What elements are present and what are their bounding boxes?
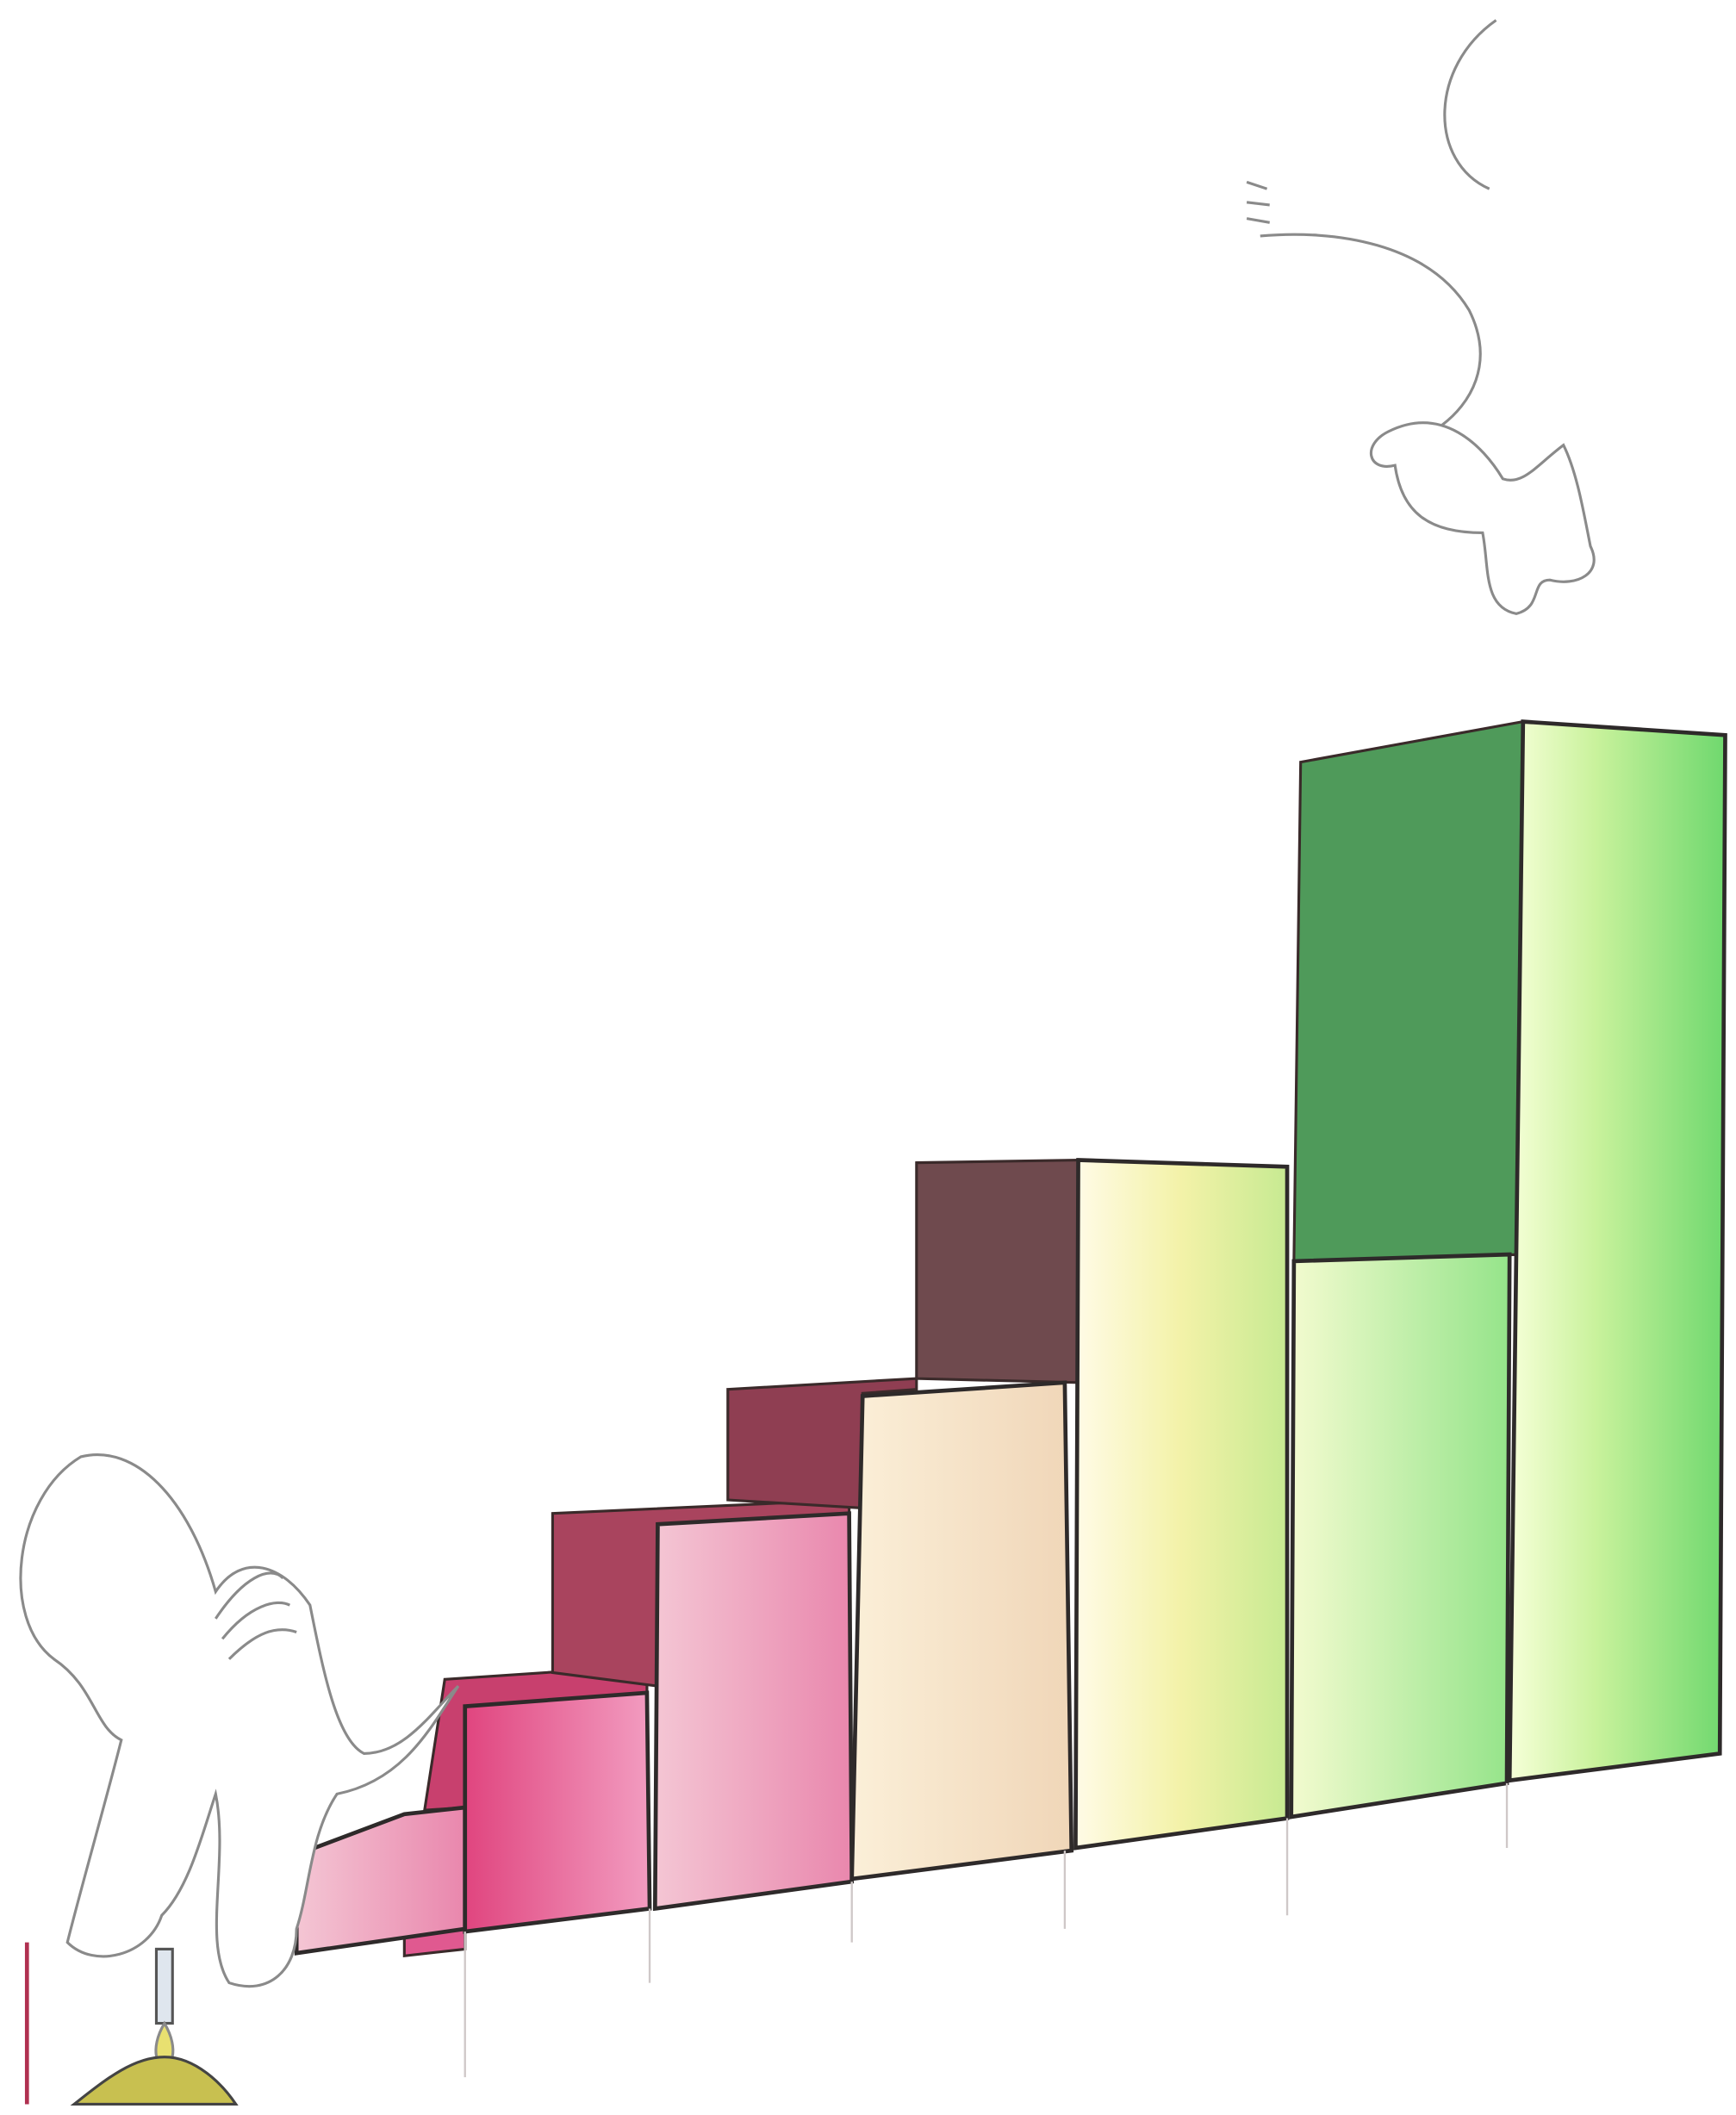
string [1260, 233, 1482, 426]
back-face [915, 1158, 1086, 1384]
base [70, 2056, 239, 2106]
figure-top [1246, 19, 1596, 615]
bar-front [294, 1805, 468, 1956]
bar-front [849, 1380, 1074, 1882]
bar-front [1289, 1252, 1512, 1820]
ground-ticks [464, 1782, 1509, 2078]
figure-hand [215, 1571, 297, 1660]
bar-front [1507, 719, 1727, 1783]
figure-body [1370, 421, 1596, 615]
candle [154, 1947, 174, 2025]
bar-front [652, 1511, 855, 1912]
bar-front [463, 1690, 652, 1934]
scribble [1246, 180, 1270, 224]
figure-bottom [19, 1453, 460, 2106]
head-arc [1443, 19, 1497, 190]
back-face [1292, 719, 1525, 1263]
figure-body [19, 1453, 460, 1988]
bar-fronts [294, 719, 1727, 1956]
bar-front [1073, 1158, 1290, 1851]
